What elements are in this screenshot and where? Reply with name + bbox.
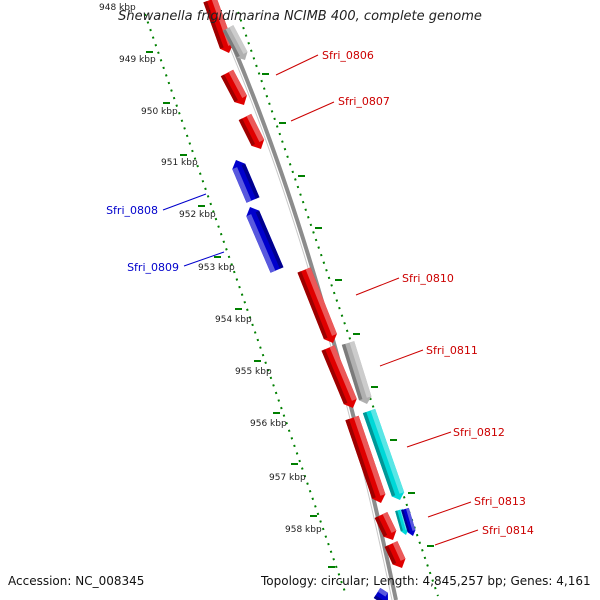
kbp-label: 949 kbp xyxy=(119,55,156,65)
kbp-label: 950 kbp xyxy=(141,107,178,117)
cyan-feature-block[interactable] xyxy=(362,408,405,500)
gene-label[interactable]: Sfri_0811 xyxy=(426,344,478,357)
map-title: Shewanella frigidimarina NCIMB 400, comp… xyxy=(118,9,482,24)
gene-callout-line xyxy=(183,251,225,267)
gene-block[interactable] xyxy=(297,267,337,343)
gene-label[interactable]: Sfri_0813 xyxy=(474,495,526,508)
gene-label[interactable]: Sfri_0807 xyxy=(338,95,390,108)
gene-block[interactable] xyxy=(321,345,357,408)
gene-block[interactable] xyxy=(374,511,397,540)
gene-label[interactable]: Sfri_0806 xyxy=(322,49,374,62)
gene-callout-line xyxy=(406,431,452,448)
backbone-highlight xyxy=(208,0,393,600)
gene-callout-line xyxy=(275,54,319,76)
grey-feature-block[interactable] xyxy=(341,341,372,404)
gene-features xyxy=(203,0,416,600)
gene-callout-line xyxy=(434,529,479,546)
genome-stats: Topology: circular; Length: 4,845,257 bp… xyxy=(261,574,591,588)
gene-block[interactable] xyxy=(220,69,247,105)
kbp-label: 953 kbp xyxy=(198,263,235,273)
gene-block[interactable] xyxy=(345,415,386,503)
blue-feature-block[interactable] xyxy=(373,587,388,600)
inner-ruler-track xyxy=(144,13,346,593)
gene-label[interactable]: Sfri_0812 xyxy=(453,426,505,439)
gene-block[interactable] xyxy=(203,0,234,53)
gene-block-reverse[interactable] xyxy=(232,160,260,203)
kbp-label: 951 kbp xyxy=(161,158,198,168)
gene-callout-line xyxy=(427,501,472,518)
accession-label: Accession: NC_008345 xyxy=(8,574,145,588)
kbp-label: 948 kbp xyxy=(99,3,136,13)
kbp-label: 954 kbp xyxy=(215,315,252,325)
gene-label[interactable]: Sfri_0809 xyxy=(127,261,179,274)
gene-callout-line xyxy=(290,101,335,122)
kbp-label: 956 kbp xyxy=(250,419,287,429)
gene-block[interactable] xyxy=(238,113,265,149)
gene-callout-line xyxy=(355,277,400,296)
blue-feature-block[interactable] xyxy=(401,507,416,536)
gene-label[interactable]: Sfri_0810 xyxy=(402,272,454,285)
gene-label[interactable]: Sfri_0808 xyxy=(106,204,158,217)
kbp-label: 958 kbp xyxy=(285,525,322,535)
gene-labels: Sfri_0806 Sfri_0807 Sfri_0808 Sfri_0809 Sfri… xyxy=(106,49,534,546)
kbp-label: 952 kbp xyxy=(179,210,216,220)
gene-callout-line xyxy=(379,349,424,367)
kbp-label: 957 kbp xyxy=(269,473,306,483)
gene-label[interactable]: Sfri_0814 xyxy=(482,524,534,537)
kbp-label: 955 kbp xyxy=(235,367,272,377)
gene-block-reverse[interactable] xyxy=(246,207,284,273)
kbp-ruler: 948 kbp 949 kbp 950 kbp 951 kbp 952 kbp 953 k… xyxy=(99,3,434,568)
grey-feature-block[interactable] xyxy=(222,25,248,61)
gene-callout-line xyxy=(162,193,207,211)
gene-block[interactable] xyxy=(384,541,406,568)
